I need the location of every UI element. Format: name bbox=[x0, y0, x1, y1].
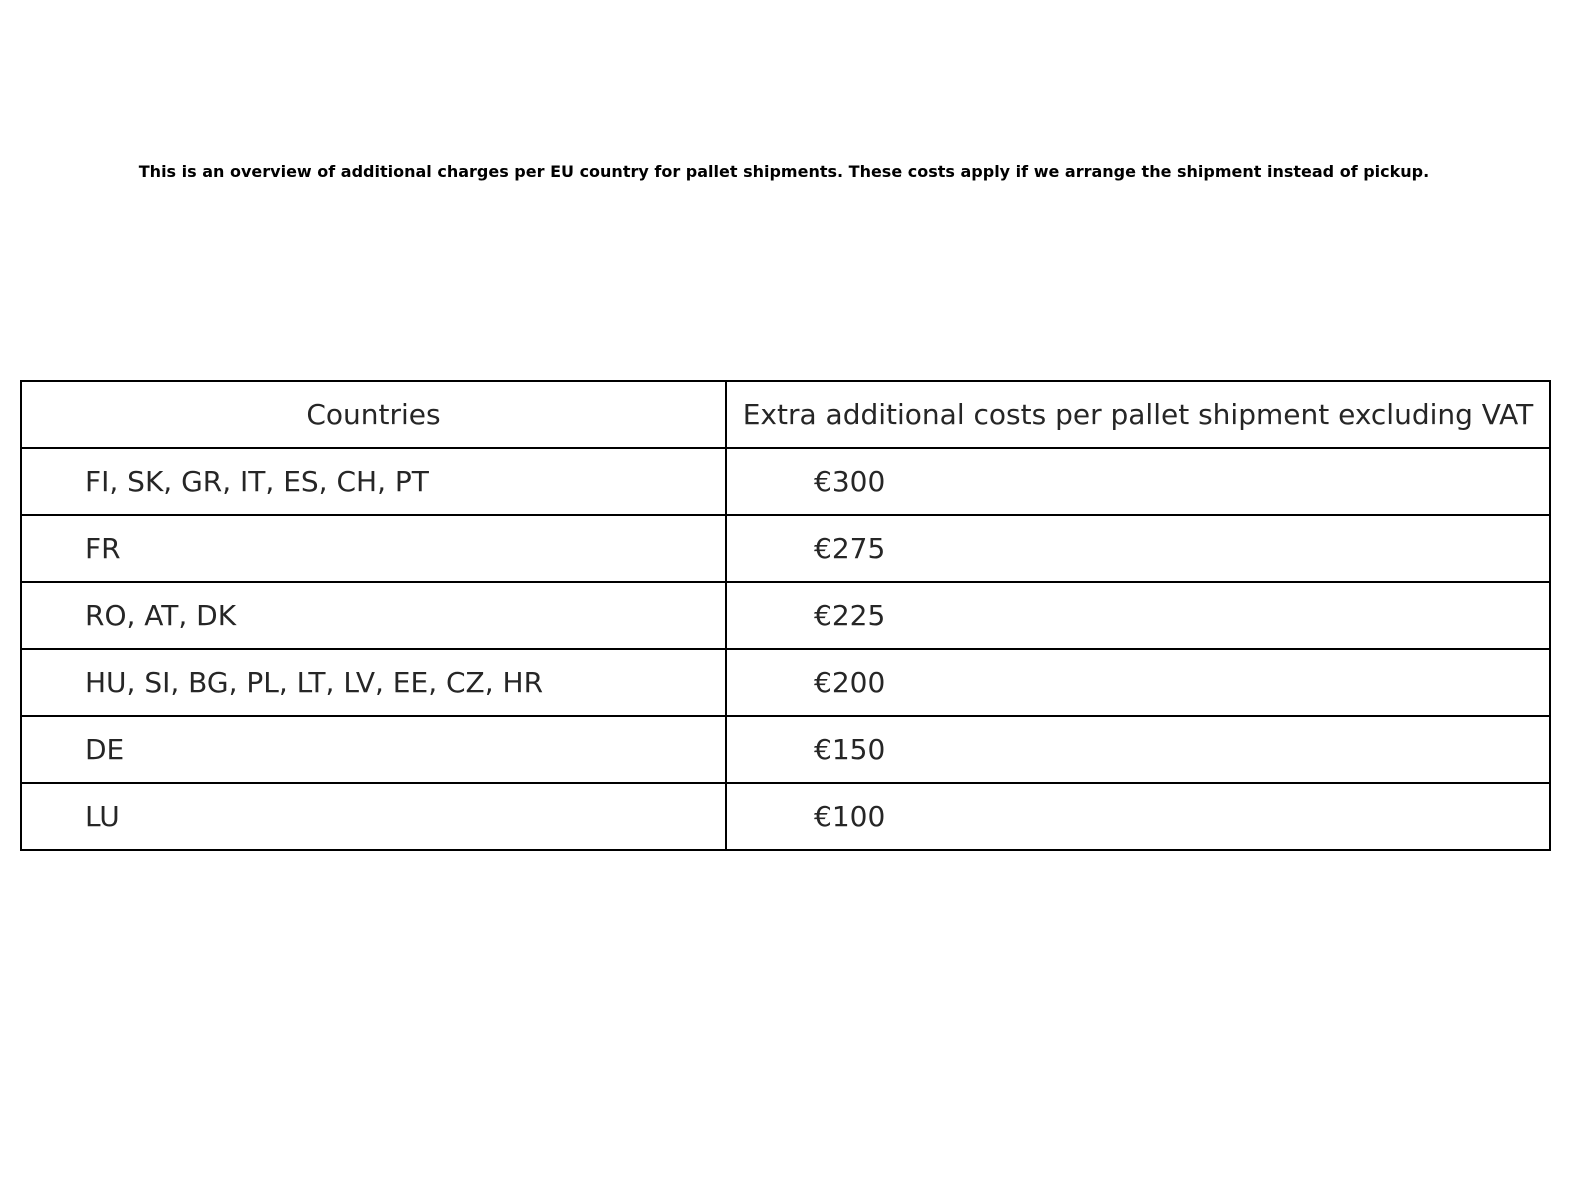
country-cell: LU bbox=[20, 782, 727, 851]
cost-cell: €150 bbox=[725, 715, 1551, 784]
country-cell: DE bbox=[20, 715, 727, 784]
header-costs: Extra additional costs per pallet shipme… bbox=[725, 380, 1551, 449]
table-row: HU, SI, BG, PL, LT, LV, EE, CZ, HR €200 bbox=[20, 648, 1551, 717]
chart-title: This is an overview of additional charge… bbox=[138, 162, 1430, 181]
country-cell: RO, AT, DK bbox=[20, 581, 727, 650]
cost-cell: €275 bbox=[725, 514, 1551, 583]
cost-cell: €100 bbox=[725, 782, 1551, 851]
charges-table: Countries Extra additional costs per pal… bbox=[20, 380, 1551, 851]
table-header-row: Countries Extra additional costs per pal… bbox=[20, 380, 1551, 449]
header-countries: Countries bbox=[20, 380, 727, 449]
table-row: FI, SK, GR, IT, ES, CH, PT €300 bbox=[20, 447, 1551, 516]
table-row: LU €100 bbox=[20, 782, 1551, 851]
table-row: RO, AT, DK €225 bbox=[20, 581, 1551, 650]
table-row: FR €275 bbox=[20, 514, 1551, 583]
cost-cell: €200 bbox=[725, 648, 1551, 717]
country-cell: HU, SI, BG, PL, LT, LV, EE, CZ, HR bbox=[20, 648, 727, 717]
cost-cell: €225 bbox=[725, 581, 1551, 650]
country-cell: FR bbox=[20, 514, 727, 583]
table-row: DE €150 bbox=[20, 715, 1551, 784]
cost-cell: €300 bbox=[725, 447, 1551, 516]
country-cell: FI, SK, GR, IT, ES, CH, PT bbox=[20, 447, 727, 516]
